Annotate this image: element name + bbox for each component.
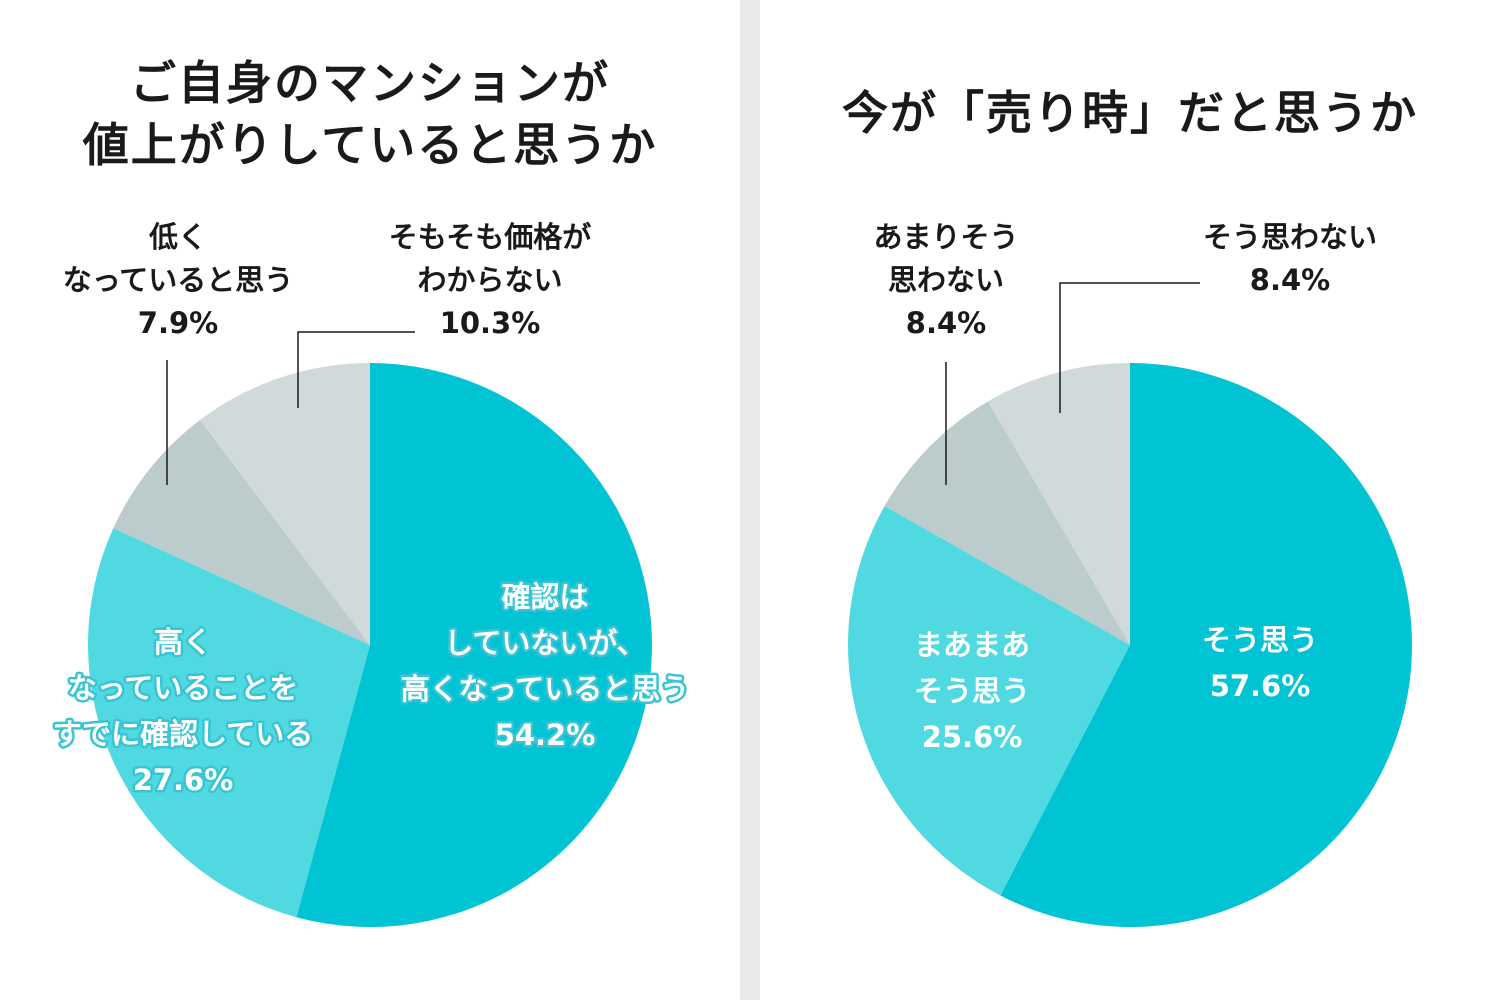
pie-slice bbox=[88, 528, 371, 918]
pie-slice bbox=[199, 363, 370, 645]
slice-label: すでに確認している bbox=[53, 717, 313, 751]
slice-value-label: 54.2% bbox=[495, 718, 596, 752]
slice-value-label: 57.6% bbox=[1210, 669, 1311, 703]
chart-title-line: 今が「売り時」だと思うか bbox=[842, 86, 1418, 140]
slice-label: 思わない bbox=[888, 263, 1004, 297]
slice-label: そう思わない bbox=[1203, 220, 1377, 254]
slice-label: 低く bbox=[148, 220, 207, 254]
pie-chart-selling-time: そう思う57.6%まあまあそう思う25.6%あまりそう思わない8.4%そう思わな… bbox=[848, 220, 1413, 927]
pie-slice bbox=[113, 420, 370, 645]
pie-slice bbox=[1000, 363, 1413, 927]
slice-value-label: 27.6% bbox=[133, 763, 234, 797]
chart-title: 今が「売り時」だと思うか bbox=[760, 82, 1500, 144]
chart-title-line: 値上がりしていると思うか bbox=[82, 118, 658, 172]
slice-label: 高く bbox=[154, 625, 212, 659]
leader-line bbox=[1059, 282, 1200, 413]
slice-label: わからない bbox=[417, 263, 562, 297]
slice-label: そもそも価格が bbox=[389, 220, 591, 254]
slice-label: 確認は bbox=[501, 580, 588, 614]
slice-label: 高くなっていると思う bbox=[401, 672, 690, 706]
slice-label: まあまあ bbox=[914, 628, 1030, 662]
slice-label: そう思う bbox=[1202, 623, 1318, 657]
slice-label: なっていると思う bbox=[63, 263, 294, 297]
slice-label: そう思う bbox=[914, 674, 1030, 708]
slice-value-label: 10.3% bbox=[440, 306, 541, 340]
pie-slice bbox=[848, 506, 1130, 896]
pie-slice bbox=[987, 363, 1130, 645]
chart-title: ご自身のマンションが 値上がりしていると思うか bbox=[0, 52, 740, 176]
leader-line bbox=[297, 331, 415, 408]
chart-panel-value-rise: ご自身のマンションが 値上がりしていると思うか 確認は していないが、 高くなってい… bbox=[0, 0, 740, 1000]
slice-value-label: 25.6% bbox=[922, 720, 1023, 754]
slice-label: していないが、 bbox=[444, 626, 646, 660]
slice-value-label: 7.9% bbox=[138, 306, 218, 340]
slice-value-label: 8.4% bbox=[1250, 263, 1330, 297]
chart-panel-selling-time: 今が「売り時」だと思うか そう思う 57.6% まあまあ そう思う 25.6% あまりそう… bbox=[760, 0, 1500, 1000]
slice-value-label: 8.4% bbox=[906, 306, 986, 340]
pie-slice bbox=[296, 363, 652, 927]
slice-label: なっていることを bbox=[68, 671, 299, 705]
chart-title-line: ご自身のマンションが bbox=[130, 56, 610, 110]
slice-label: あまりそう bbox=[873, 220, 1018, 254]
